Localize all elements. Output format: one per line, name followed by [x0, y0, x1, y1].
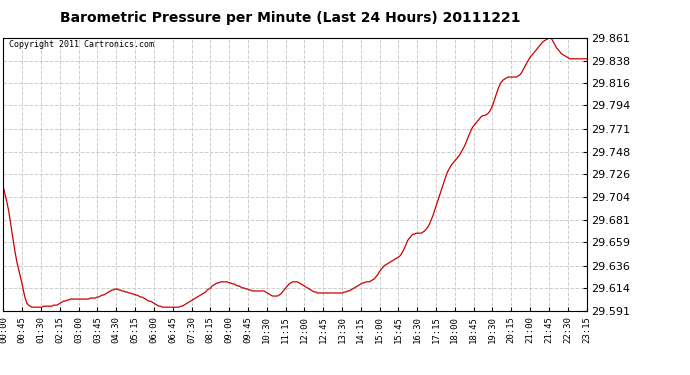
Text: Barometric Pressure per Minute (Last 24 Hours) 20111221: Barometric Pressure per Minute (Last 24 …	[59, 11, 520, 25]
Text: Copyright 2011 Cartronics.com: Copyright 2011 Cartronics.com	[9, 40, 155, 49]
